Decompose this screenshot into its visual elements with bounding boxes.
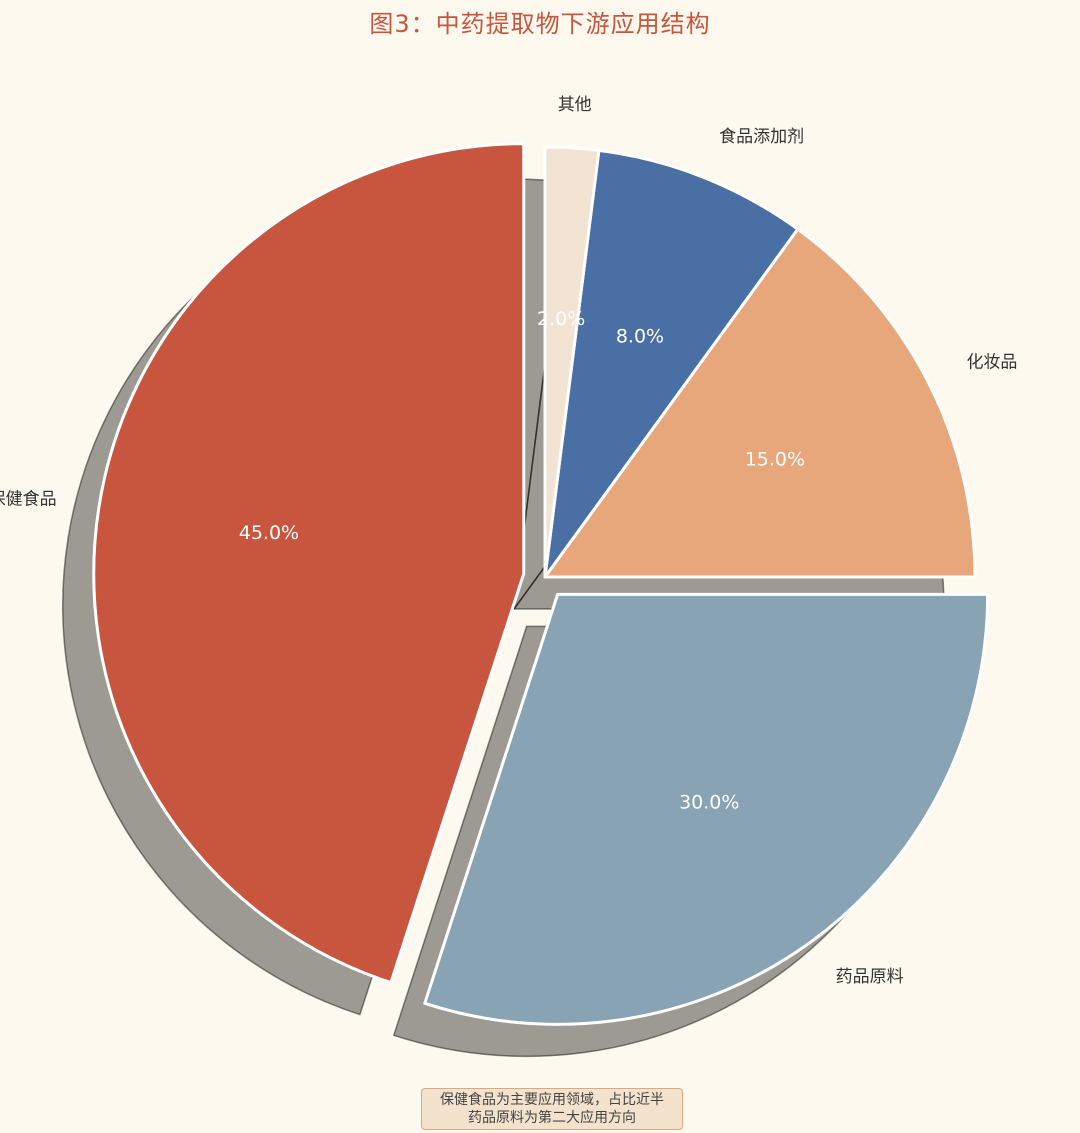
slice-2-percent-label: 30.0% xyxy=(679,792,739,814)
pie-labels: 保健食品 45.0% 药品原料 30.0% 化妆品 15.0% 食品添加剂 8.0% 其他 2.0… xyxy=(0,95,1017,987)
annotation-line-1: 保健食品为主要应用领域，占比近半 xyxy=(440,1092,664,1108)
slice-3-category-label: 化妆品 xyxy=(966,352,1017,372)
slice-2-category-label: 药品原料 xyxy=(836,967,904,987)
annotation-box: 保健食品为主要应用领域，占比近半 药品原料为第二大应用方向 xyxy=(421,1088,683,1130)
slice-1-wedge xyxy=(92,142,526,985)
pie-slices xyxy=(92,142,990,1026)
slice-1-percent-label: 45.0% xyxy=(239,522,299,544)
slice-1-category-label: 保健食品 xyxy=(0,490,57,510)
slice-3-wedge xyxy=(543,227,977,579)
slice-3-percent-label: 15.0% xyxy=(745,448,805,470)
slice-5-category-label: 其他 xyxy=(558,95,592,115)
slice-4-wedge xyxy=(543,148,800,579)
slice-5-percent-label: 2.0% xyxy=(537,308,585,330)
chart-title: 图3：中药提取物下游应用结构 xyxy=(369,10,711,38)
slice-4-category-label: 食品添加剂 xyxy=(719,127,804,147)
annotation-line-2: 药品原料为第二大应用方向 xyxy=(468,1110,636,1126)
slice-4-percent-label: 8.0% xyxy=(616,326,664,348)
slice-5-wedge xyxy=(543,145,601,579)
slice-2-wedge xyxy=(423,592,990,1026)
